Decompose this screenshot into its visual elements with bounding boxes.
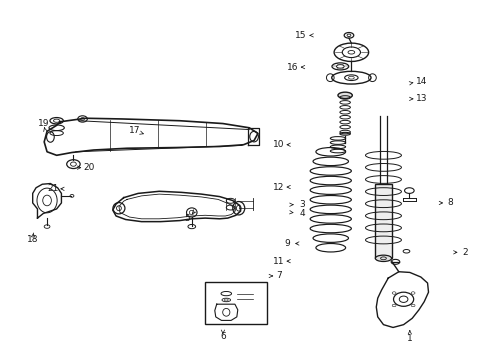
Text: 17: 17: [128, 126, 140, 135]
Ellipse shape: [337, 92, 351, 99]
Ellipse shape: [375, 255, 391, 261]
Text: 16: 16: [286, 63, 298, 72]
Text: 9: 9: [284, 239, 290, 248]
Bar: [205, 282, 266, 324]
Text: 2: 2: [461, 248, 467, 257]
Text: 19: 19: [38, 119, 49, 128]
Text: 18: 18: [27, 235, 39, 244]
Text: 15: 15: [295, 31, 306, 40]
Text: 14: 14: [415, 77, 427, 86]
Text: 8: 8: [447, 198, 452, 207]
Text: 5: 5: [184, 214, 189, 223]
Text: 13: 13: [415, 94, 427, 103]
Bar: [374, 184, 391, 258]
Text: 1: 1: [406, 334, 412, 343]
Text: 3: 3: [299, 200, 304, 209]
Text: 12: 12: [273, 183, 284, 192]
Text: 4: 4: [299, 209, 304, 218]
Text: 10: 10: [273, 140, 284, 149]
Text: 21: 21: [47, 184, 59, 193]
Text: 6: 6: [220, 333, 225, 342]
Text: 7: 7: [276, 271, 281, 280]
Text: 11: 11: [273, 257, 284, 266]
Text: 20: 20: [83, 163, 94, 172]
